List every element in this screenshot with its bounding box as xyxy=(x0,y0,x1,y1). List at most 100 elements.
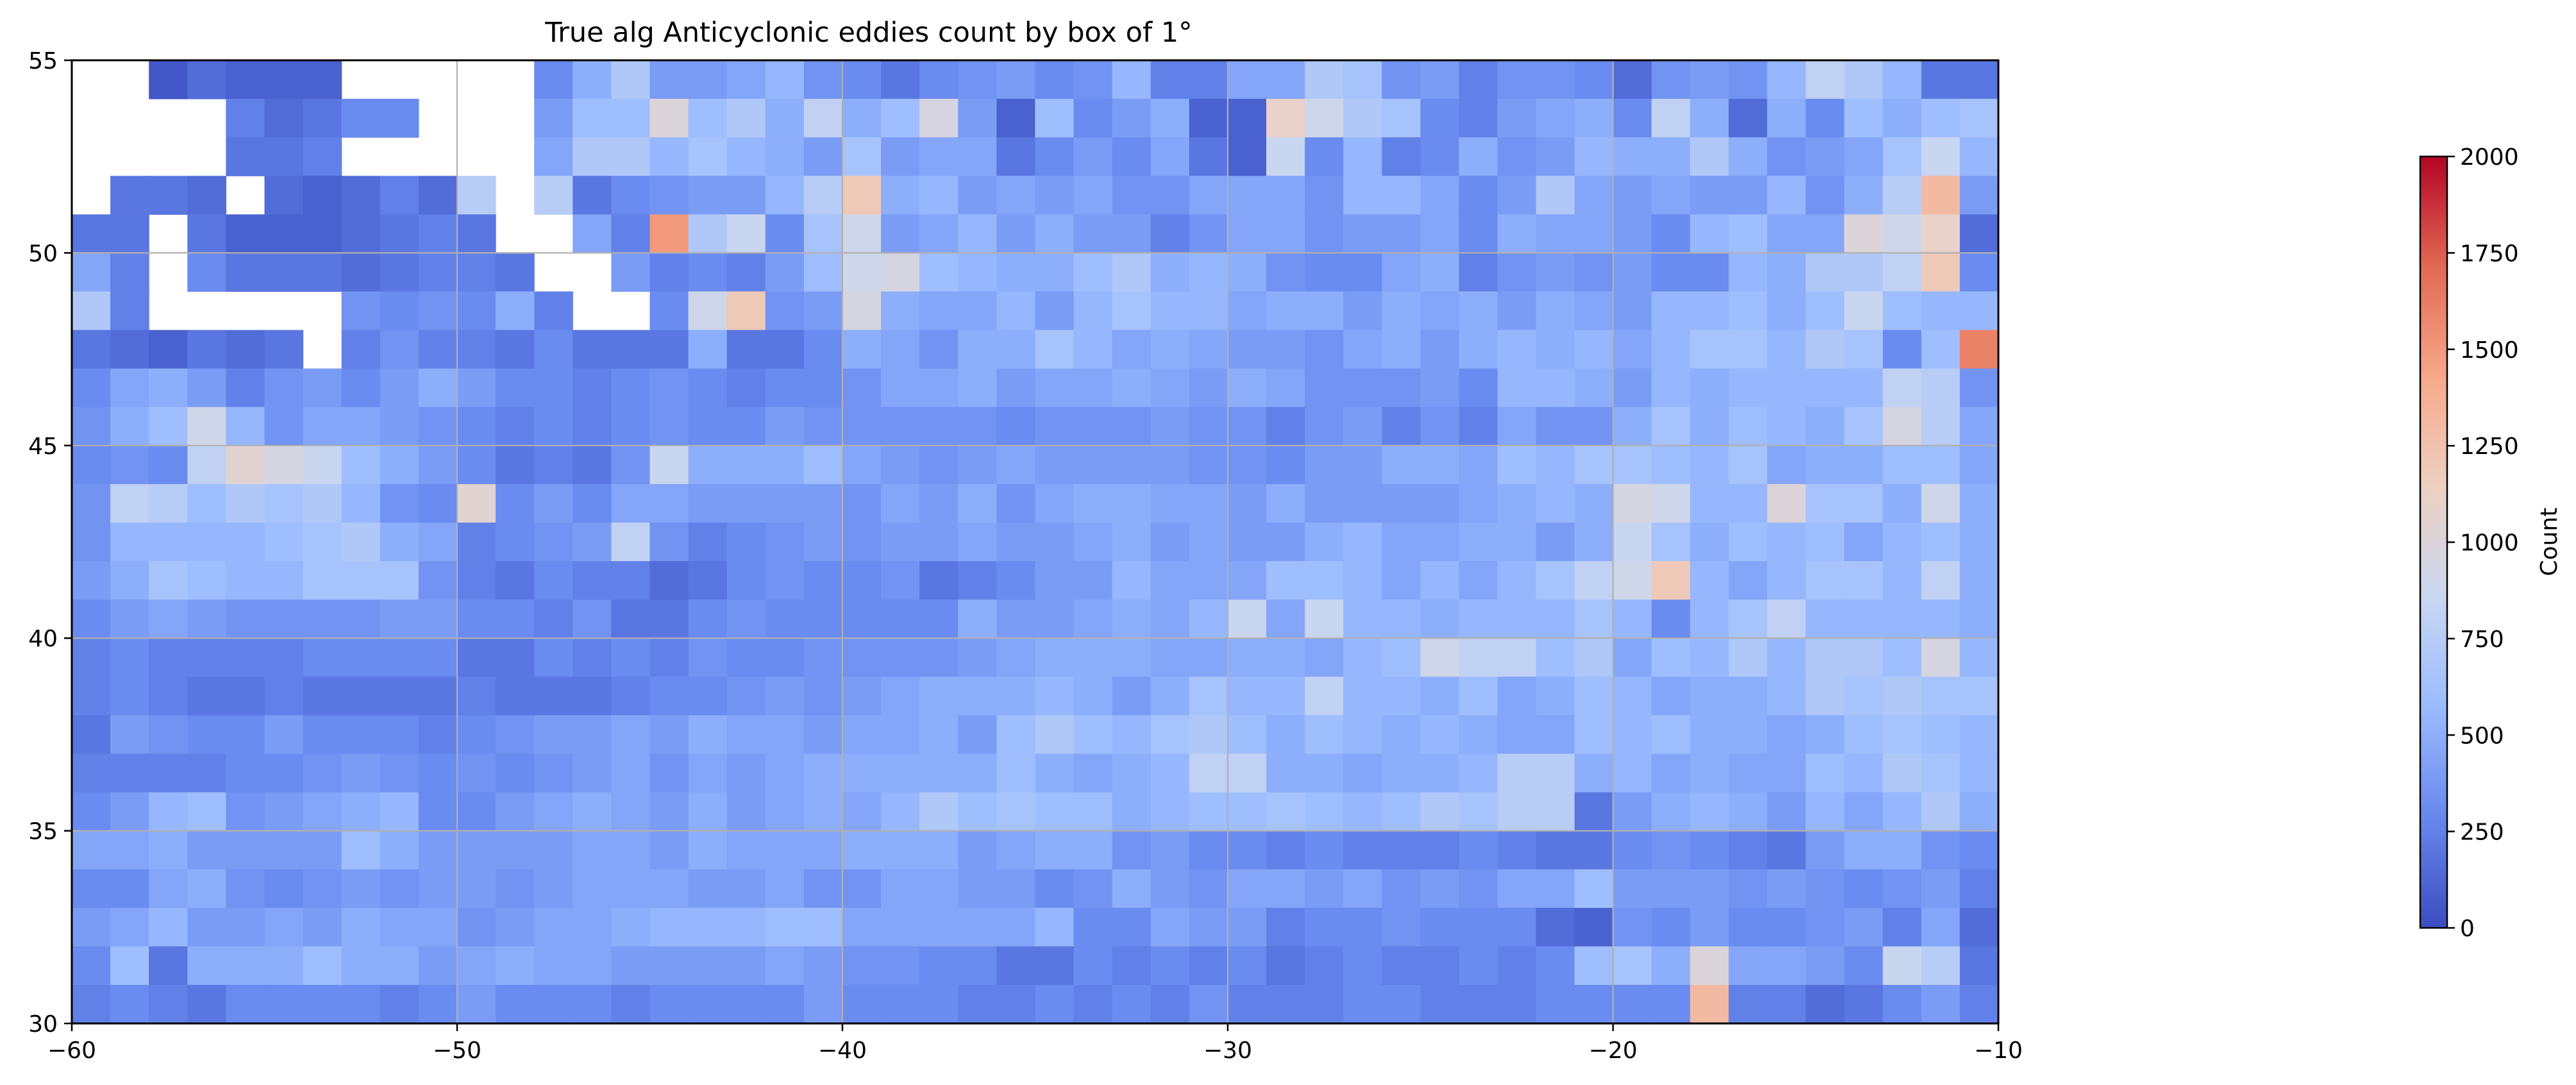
heatmap-cell xyxy=(1343,638,1382,677)
heatmap-cell xyxy=(1844,753,1884,793)
heatmap-cell xyxy=(187,368,226,408)
heatmap-cell xyxy=(958,753,997,793)
heatmap-cell xyxy=(1844,214,1884,253)
heatmap-cell xyxy=(1343,753,1382,793)
heatmap-cell xyxy=(418,522,458,562)
heatmap-cell xyxy=(341,484,381,523)
heatmap-cell xyxy=(726,176,766,215)
heatmap-cell xyxy=(996,330,1036,369)
heatmap-cell xyxy=(1805,137,1845,176)
heatmap-cell xyxy=(1228,291,1267,331)
heatmap-cell xyxy=(1959,253,1999,292)
heatmap-cell xyxy=(1150,291,1190,331)
heatmap-cell xyxy=(688,638,728,677)
heatmap-cell xyxy=(611,99,651,138)
heatmap-cell xyxy=(1652,600,1691,639)
heatmap-cell xyxy=(187,60,226,99)
heatmap-cell xyxy=(803,176,843,215)
heatmap-cell xyxy=(1652,176,1691,215)
heatmap-cell xyxy=(380,677,419,716)
heatmap-cell xyxy=(1882,137,1922,176)
heatmap-cell xyxy=(996,830,1036,870)
heatmap-cell xyxy=(1382,407,1421,446)
heatmap-cell xyxy=(611,869,651,909)
heatmap-cell xyxy=(1882,638,1922,677)
heatmap-cell xyxy=(1728,715,1768,755)
heatmap-cell xyxy=(1150,522,1190,562)
heatmap-cell xyxy=(1382,137,1421,176)
heatmap-cell xyxy=(1574,99,1614,138)
heatmap-cell xyxy=(341,176,381,215)
heatmap-cell xyxy=(534,484,573,523)
heatmap-cell xyxy=(496,253,535,292)
heatmap-cell xyxy=(110,792,149,832)
heatmap-cell xyxy=(1574,753,1614,793)
heatmap-cell xyxy=(1497,368,1537,408)
heatmap-cell xyxy=(1420,99,1460,138)
heatmap-cell xyxy=(380,792,419,832)
heatmap-cell xyxy=(1150,638,1190,677)
heatmap-cell xyxy=(457,677,496,716)
heatmap-cell xyxy=(1035,60,1075,99)
heatmap-cell xyxy=(1959,561,1999,600)
heatmap-cell xyxy=(1728,907,1768,947)
x-tick-label: −60 xyxy=(47,1038,96,1064)
heatmap-cell xyxy=(110,484,149,523)
heatmap-cell xyxy=(1343,715,1382,755)
heatmap-cell xyxy=(1073,600,1113,639)
heatmap-cell xyxy=(418,830,458,870)
heatmap-cell xyxy=(881,445,920,485)
heatmap-cell xyxy=(264,792,304,832)
heatmap-cell xyxy=(1728,368,1768,408)
heatmap-cell xyxy=(1150,253,1190,292)
heatmap-cell xyxy=(264,407,304,446)
heatmap-cell xyxy=(341,984,381,1024)
heatmap-cell xyxy=(765,214,805,253)
colorbar-tick-label: 1000 xyxy=(2460,530,2519,557)
heatmap-cell xyxy=(765,484,805,523)
heatmap-cell xyxy=(1690,330,1729,369)
heatmap-cell xyxy=(1535,715,1575,755)
heatmap-cell xyxy=(996,176,1036,215)
heatmap-cell xyxy=(1420,330,1460,369)
heatmap-cell xyxy=(1652,830,1691,870)
heatmap-cell xyxy=(688,561,728,600)
heatmap-cell xyxy=(457,176,496,215)
heatmap-cell xyxy=(1343,561,1382,600)
heatmap-cell xyxy=(1150,753,1190,793)
heatmap-cell xyxy=(1767,753,1807,793)
heatmap-cell xyxy=(1073,561,1113,600)
heatmap-cell xyxy=(919,484,958,523)
heatmap-cell xyxy=(1189,484,1228,523)
heatmap-cell xyxy=(1343,253,1382,292)
heatmap-cell xyxy=(303,715,342,755)
heatmap-cell xyxy=(534,753,573,793)
heatmap-cell xyxy=(1613,60,1652,99)
heatmap-cell xyxy=(1112,984,1151,1024)
heatmap-cell xyxy=(1497,753,1537,793)
heatmap-cell xyxy=(1035,214,1075,253)
heatmap-cell xyxy=(1921,715,1961,755)
heatmap-cell xyxy=(573,407,612,446)
heatmap-cell xyxy=(534,946,573,986)
heatmap-cell xyxy=(457,253,496,292)
heatmap-cell xyxy=(1266,984,1305,1024)
heatmap-cell xyxy=(803,830,843,870)
heatmap-cell xyxy=(958,445,997,485)
heatmap-cell xyxy=(1844,792,1884,832)
heatmap-cell xyxy=(573,792,612,832)
heatmap-cell xyxy=(765,330,805,369)
heatmap-cell xyxy=(1112,137,1151,176)
heatmap-cell xyxy=(110,253,149,292)
heatmap-cell xyxy=(842,869,882,909)
heatmap-cell xyxy=(496,792,535,832)
heatmap-cell xyxy=(1497,60,1537,99)
heatmap-cell xyxy=(842,253,882,292)
heatmap-cell xyxy=(1613,291,1652,331)
heatmap-cell xyxy=(842,677,882,716)
heatmap-cell xyxy=(110,753,149,793)
heatmap-cell xyxy=(1574,715,1614,755)
heatmap-cell xyxy=(1574,330,1614,369)
heatmap-cell xyxy=(496,753,535,793)
heatmap-cell xyxy=(534,561,573,600)
